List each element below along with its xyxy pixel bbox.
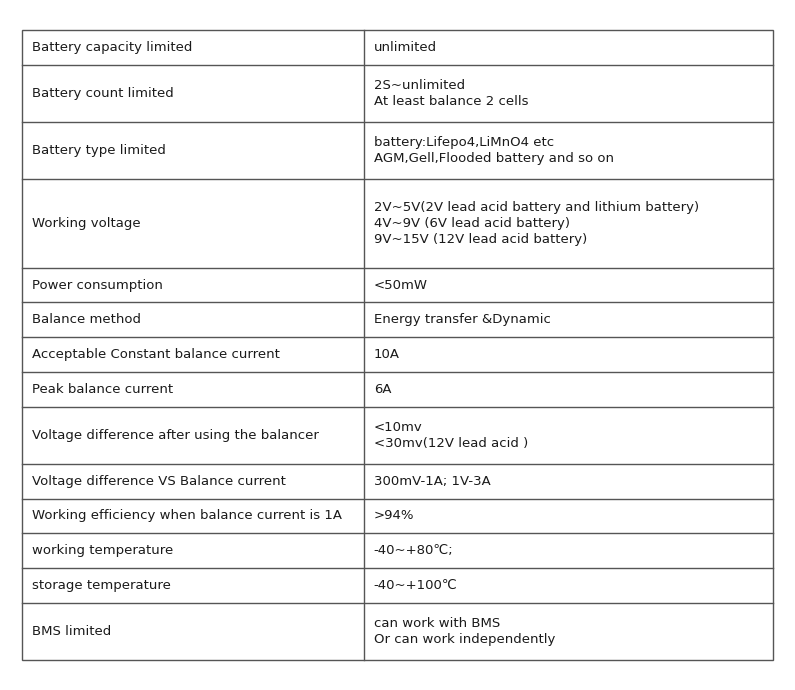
Text: >94%: >94%: [374, 509, 414, 522]
Text: AGM,Gell,Flooded battery and so on: AGM,Gell,Flooded battery and so on: [374, 152, 614, 165]
Text: unlimited: unlimited: [374, 41, 436, 54]
Text: Battery count limited: Battery count limited: [32, 87, 174, 100]
Text: 9V~15V (12V lead acid battery): 9V~15V (12V lead acid battery): [374, 233, 587, 246]
Text: 300mV-1A; 1V-3A: 300mV-1A; 1V-3A: [374, 475, 491, 488]
Text: Balance method: Balance method: [32, 313, 141, 326]
Text: 6A: 6A: [374, 383, 391, 396]
Text: -40~+80℃;: -40~+80℃;: [374, 544, 453, 557]
Text: Or can work independently: Or can work independently: [374, 633, 555, 646]
Text: <50mW: <50mW: [374, 279, 428, 292]
Text: Power consumption: Power consumption: [32, 279, 163, 292]
Text: Working efficiency when balance current is 1A: Working efficiency when balance current …: [32, 509, 342, 522]
Text: Peak balance current: Peak balance current: [32, 383, 173, 396]
Text: -40~+100℃: -40~+100℃: [374, 579, 457, 592]
Text: Voltage difference VS Balance current: Voltage difference VS Balance current: [32, 475, 286, 488]
Text: Acceptable Constant balance current: Acceptable Constant balance current: [32, 348, 280, 361]
Text: storage temperature: storage temperature: [32, 579, 171, 592]
Text: battery:Lifepo4,LiMnO4 etc: battery:Lifepo4,LiMnO4 etc: [374, 136, 554, 149]
Text: 4V~9V (6V lead acid battery): 4V~9V (6V lead acid battery): [374, 217, 570, 230]
Text: Working voltage: Working voltage: [32, 217, 141, 230]
Text: 2V~5V(2V lead acid battery and lithium battery): 2V~5V(2V lead acid battery and lithium b…: [374, 201, 699, 214]
Text: <10mv: <10mv: [374, 421, 422, 434]
Text: BMS limited: BMS limited: [32, 625, 111, 638]
Text: Voltage difference after using the balancer: Voltage difference after using the balan…: [32, 428, 319, 442]
Text: Energy transfer &Dynamic: Energy transfer &Dynamic: [374, 313, 551, 326]
Text: At least balance 2 cells: At least balance 2 cells: [374, 95, 528, 108]
Text: working temperature: working temperature: [32, 544, 173, 557]
Text: <30mv(12V lead acid ): <30mv(12V lead acid ): [374, 437, 528, 450]
Text: Battery type limited: Battery type limited: [32, 144, 166, 157]
Text: 10A: 10A: [374, 348, 400, 361]
Text: Battery capacity limited: Battery capacity limited: [32, 41, 192, 54]
Text: can work with BMS: can work with BMS: [374, 617, 500, 630]
Text: 2S~unlimited: 2S~unlimited: [374, 79, 465, 92]
